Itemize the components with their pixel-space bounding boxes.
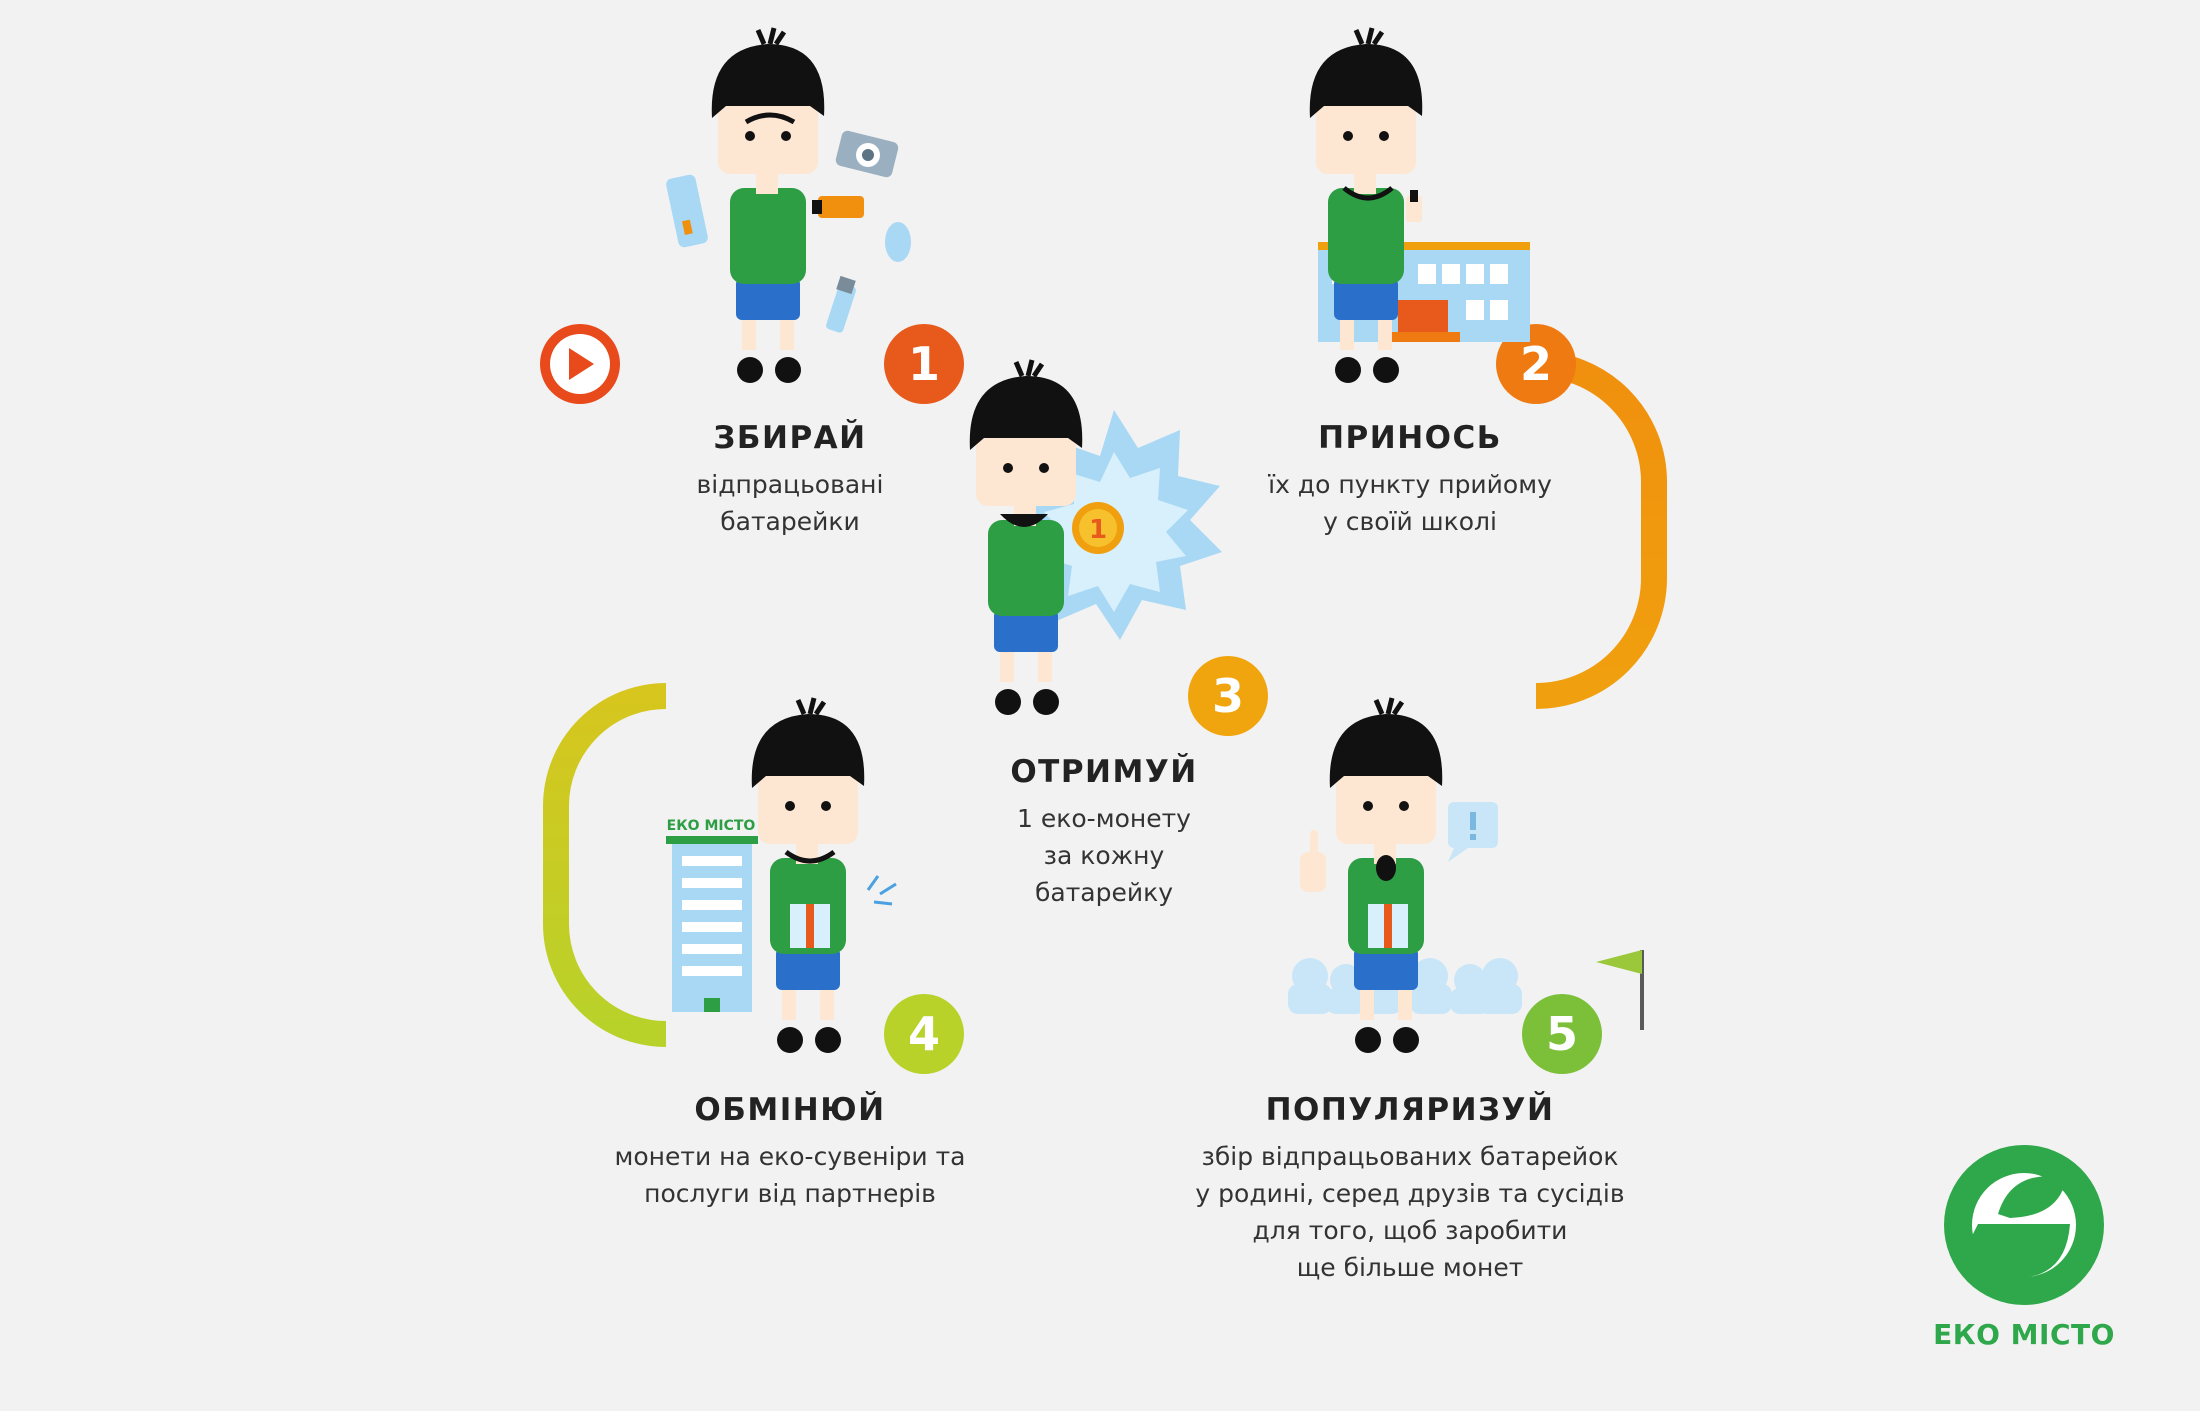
step-2-desc-line: у своїй школі (1323, 507, 1497, 536)
step-3-desc-line: батарейку (1034, 878, 1174, 907)
step-5-desc: збір відпрацьованих батарейок у родині, … (1195, 1138, 1624, 1286)
speech-bubble-icon (1448, 802, 1498, 862)
play-icon (540, 324, 620, 404)
coin-icon: 1 (1072, 502, 1124, 554)
step-1-desc-line: відпрацьовані (696, 470, 884, 499)
step-marker-3: 3 (1188, 656, 1268, 736)
step-number-5: 5 (1546, 1007, 1578, 1061)
step-marker-2: 2 (1496, 324, 1576, 404)
camera-icon (835, 130, 899, 178)
step-4-text: ОБМІНЮЙ монети на еко-сувеніри та послуг… (615, 1092, 966, 1212)
character-receiver (970, 360, 1083, 715)
step-3-desc-line: за кожну (1043, 841, 1165, 870)
step-3-text: ОТРИМУЙ 1 еко-монету за кожну батарейку (1010, 754, 1197, 911)
eco-misto-logo (1944, 1145, 2104, 1305)
step-5-title: ПОПУЛЯРИЗУЙ (1265, 1092, 1555, 1128)
step-number-1: 1 (908, 337, 940, 391)
step-4-desc-line: послуги від партнерів (644, 1179, 936, 1208)
step-3-title: ОТРИМУЙ (1010, 754, 1198, 790)
character-carrier (1310, 28, 1423, 383)
step-2-desc: їх до пункту прийому у своїй школі (1268, 466, 1552, 540)
remote-icon (666, 174, 708, 248)
step-5-desc-line: збір відпрацьованих батарейок (1201, 1142, 1619, 1171)
step-marker-5: 5 (1522, 994, 1602, 1074)
battery-icon (818, 196, 864, 218)
step-2-desc-line: їх до пункту прийому (1268, 470, 1552, 499)
character-collector (712, 28, 864, 383)
step-3-desc-line: 1 еко-монету (1017, 804, 1191, 833)
flag-icon (1596, 950, 1644, 1030)
step-marker-4: 4 (884, 994, 964, 1074)
step-5-desc-line: ще більше монет (1296, 1253, 1524, 1282)
step-4-desc: монети на еко-сувеніри та послуги від па… (615, 1138, 966, 1212)
step-4-desc-line: монети на еко-сувеніри та (614, 1142, 966, 1171)
step-marker-1: 1 (884, 324, 964, 404)
step-number-4: 4 (908, 1007, 940, 1061)
step-5-desc-line: у родині, серед друзів та сусідів (1195, 1179, 1625, 1208)
step-2-text: ПРИНОСЬ їх до пункту прийому у своїй шко… (1268, 420, 1552, 540)
step-number-2: 2 (1520, 337, 1552, 391)
step-2-title: ПРИНОСЬ (1318, 420, 1502, 456)
mouse-icon (885, 222, 911, 262)
step-1-title: ЗБИРАЙ (713, 420, 867, 456)
building-sign: ЕКО МІСТО (667, 818, 756, 834)
office-building-icon: ЕКО МІСТО (666, 818, 758, 1012)
step-4-title: ОБМІНЮЙ (694, 1092, 886, 1128)
step-1-text: ЗБИРАЙ відпрацьовані батарейки (697, 420, 884, 540)
step-3-desc: 1 еко-монету за кожну батарейку (1010, 800, 1197, 911)
step-5-text: ПОПУЛЯРИЗУЙ збір відпрацьованих батарейо… (1195, 1092, 1624, 1286)
step-1-desc-line: батарейки (720, 507, 860, 536)
flashlight-icon (826, 275, 856, 333)
logo-name: ЕКО МІСТО (1933, 1318, 2115, 1351)
step-1-desc: відпрацьовані батарейки (697, 466, 884, 540)
step-number-3: 3 (1212, 669, 1244, 723)
character-promoter (1300, 698, 1442, 1053)
step-5-desc-line: для того, щоб заробити (1252, 1216, 1568, 1245)
coin-label: 1 (1089, 515, 1107, 545)
character-exchanger (752, 698, 897, 1053)
